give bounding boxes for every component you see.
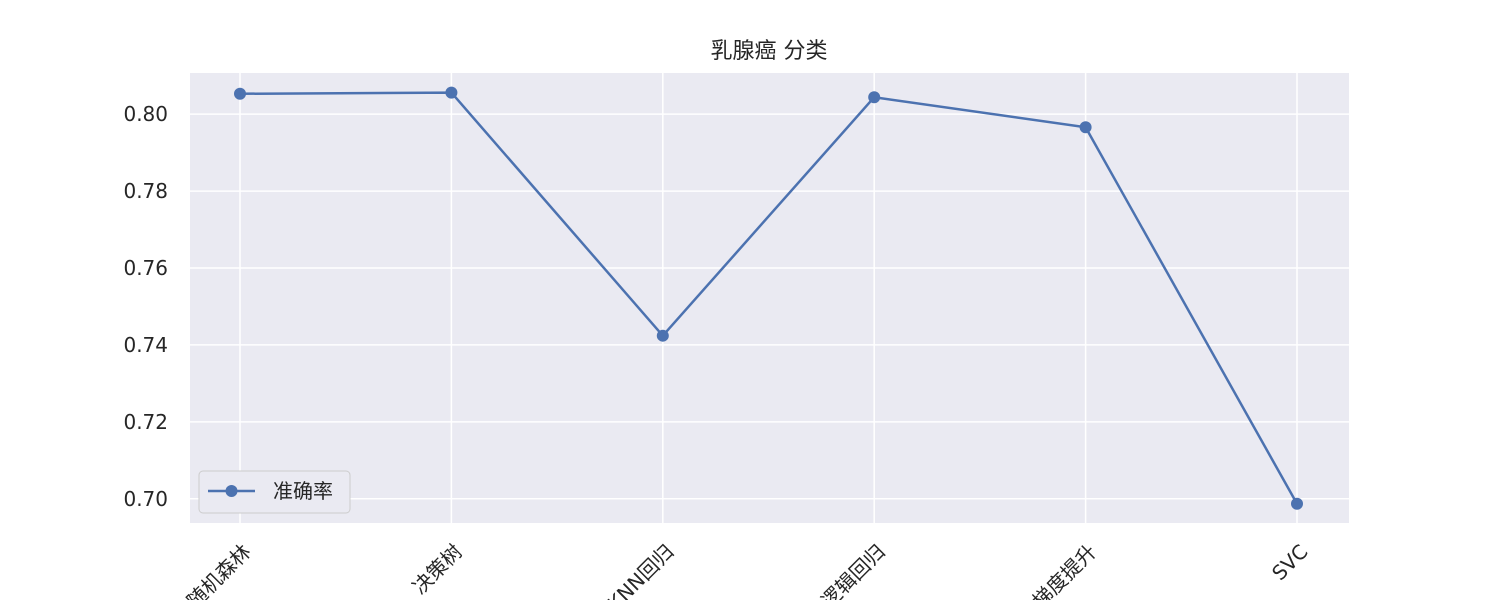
x-tick-label: 逻辑回归 [816, 540, 890, 600]
data-point [1291, 498, 1303, 510]
y-tick-label: 0.78 [123, 179, 168, 203]
y-tick-label: 0.70 [123, 487, 168, 511]
x-tick-label: 决策树 [408, 540, 467, 599]
plot-area [190, 73, 1349, 523]
x-tick-label: 随机森林 [182, 540, 256, 600]
data-point [657, 330, 669, 342]
y-tick-label: 0.72 [123, 410, 168, 434]
legend-label: 准确率 [273, 479, 333, 503]
chart-title: 乳腺癌 分类 [711, 39, 828, 64]
legend: 准确率 [199, 471, 350, 513]
y-tick-label: 0.76 [123, 256, 168, 280]
data-point [445, 87, 457, 99]
data-point [234, 88, 246, 100]
data-point [868, 91, 880, 103]
x-tick-label: KNN回归 [603, 540, 679, 600]
legend-marker-swatch [226, 485, 238, 497]
y-tick-label: 0.74 [123, 333, 168, 357]
x-tick-label: SVC [1267, 540, 1312, 585]
x-tick-label: 梯度提升 [1028, 540, 1102, 600]
data-point [1080, 121, 1092, 133]
y-tick-label: 0.80 [123, 102, 168, 126]
